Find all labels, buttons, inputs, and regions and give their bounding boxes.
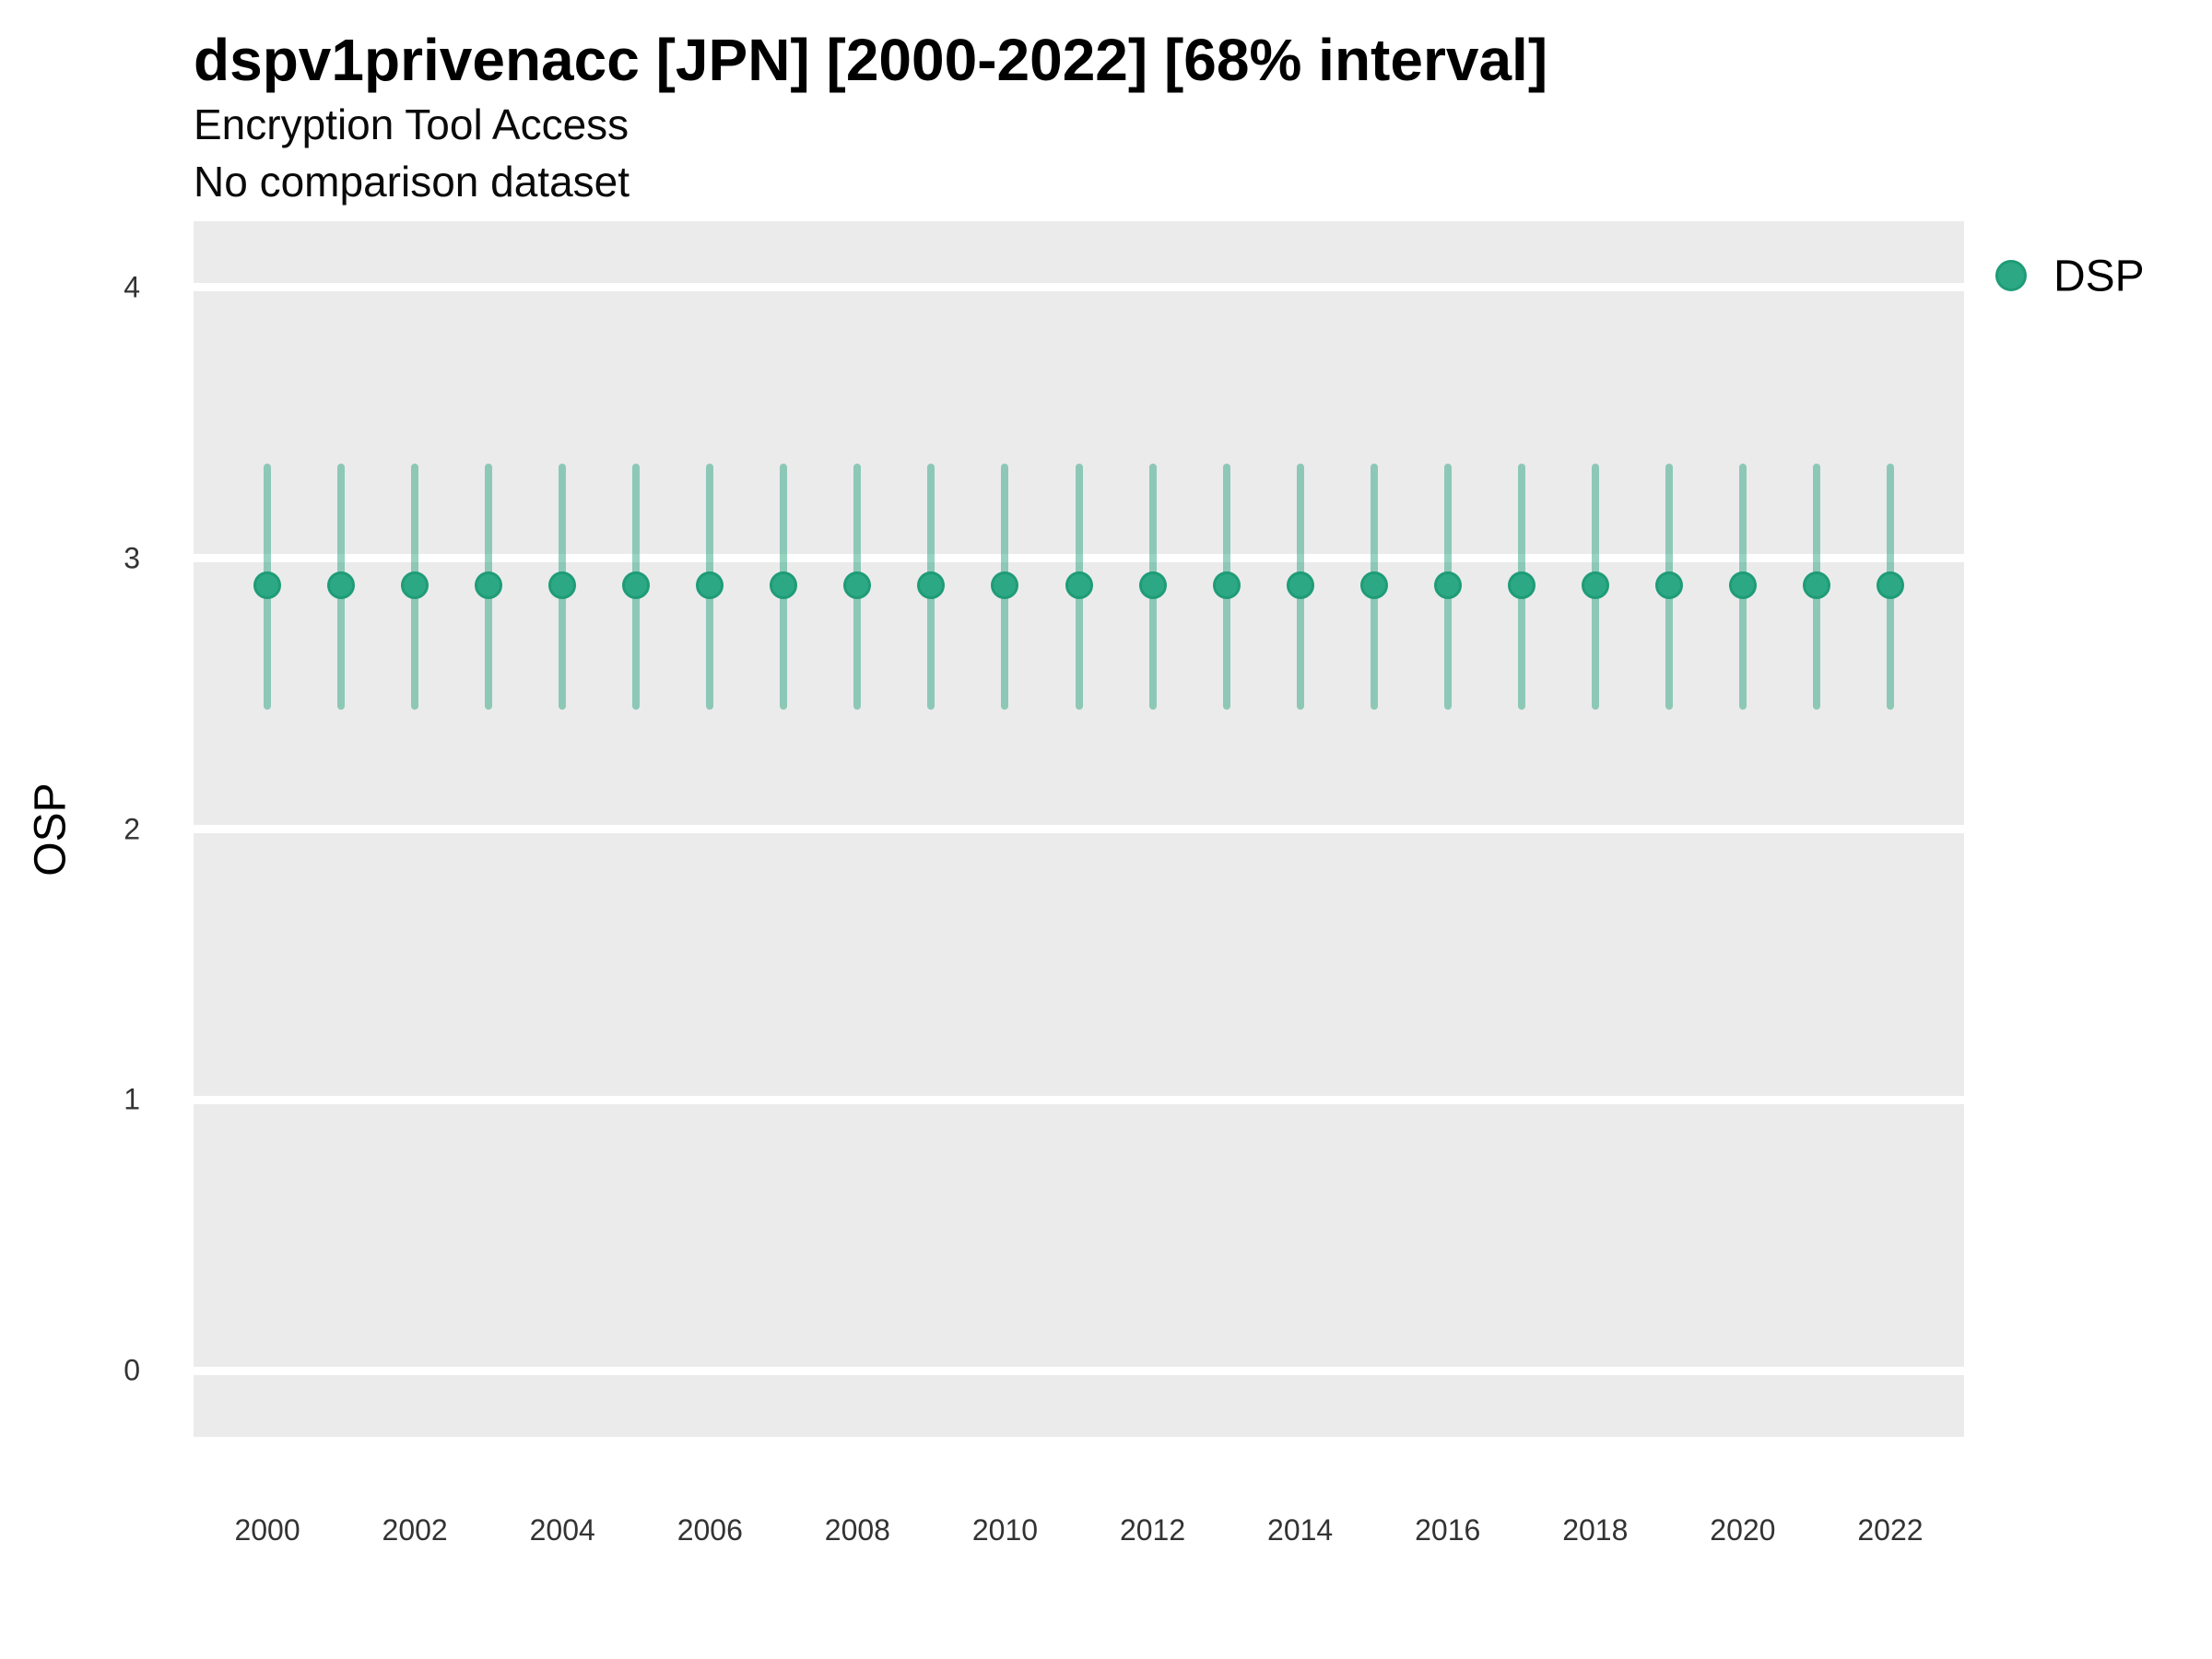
- chart-note: No comparison dataset: [194, 158, 630, 206]
- chart-subtitle: Encryption Tool Access: [194, 100, 629, 148]
- x-tick-label: 2000: [234, 1513, 300, 1547]
- data-point: [253, 571, 282, 600]
- plot-panel: [194, 221, 1964, 1437]
- x-tick-label: 2016: [1415, 1513, 1481, 1547]
- data-point: [917, 571, 946, 600]
- data-point: [548, 571, 577, 600]
- data-point: [1286, 571, 1314, 600]
- data-point: [1138, 571, 1167, 600]
- data-point: [1359, 571, 1388, 600]
- legend-label: DSP: [2053, 252, 2145, 301]
- y-gridline: [194, 825, 1964, 833]
- y-tick-label: 4: [124, 270, 140, 304]
- y-tick-label: 2: [124, 812, 140, 845]
- data-point: [475, 571, 503, 600]
- data-point: [1654, 571, 1683, 600]
- y-tick-label: 1: [124, 1082, 140, 1116]
- y-gridline: [194, 1366, 1964, 1375]
- x-tick-label: 2008: [824, 1513, 890, 1547]
- data-point: [843, 571, 872, 600]
- x-tick-label: 2002: [382, 1513, 448, 1547]
- data-point: [1581, 571, 1609, 600]
- x-tick-label: 2012: [1119, 1513, 1186, 1547]
- y-tick-label: 0: [124, 1353, 140, 1387]
- y-gridline: [194, 1095, 1964, 1104]
- data-point: [1802, 571, 1830, 600]
- legend-marker-circle-icon: [1995, 260, 2027, 291]
- x-tick-label: 2004: [529, 1513, 595, 1547]
- y-gridline: [194, 554, 1964, 563]
- chart-title: dspv1privenacc [JPN] [2000-2022] [68% in…: [194, 27, 1548, 93]
- data-point: [401, 571, 429, 600]
- data-point: [1507, 571, 1535, 600]
- data-point: [1728, 571, 1757, 600]
- data-point: [327, 571, 356, 600]
- y-tick-label: 3: [124, 541, 140, 575]
- x-tick-label: 2006: [677, 1513, 743, 1547]
- data-point: [770, 571, 798, 600]
- data-point: [1876, 571, 1904, 600]
- x-tick-label: 2020: [1710, 1513, 1776, 1547]
- x-tick-label: 2018: [1562, 1513, 1629, 1547]
- data-point: [696, 571, 724, 600]
- x-tick-label: 2010: [971, 1513, 1039, 1547]
- x-tick-label: 2014: [1267, 1513, 1334, 1547]
- y-gridline: [194, 283, 1964, 292]
- data-point: [622, 571, 651, 600]
- data-point: [1065, 571, 1093, 600]
- x-tick-label: 2022: [1857, 1513, 1924, 1547]
- data-point: [1433, 571, 1462, 600]
- data-point: [1212, 571, 1241, 600]
- data-point: [991, 571, 1019, 600]
